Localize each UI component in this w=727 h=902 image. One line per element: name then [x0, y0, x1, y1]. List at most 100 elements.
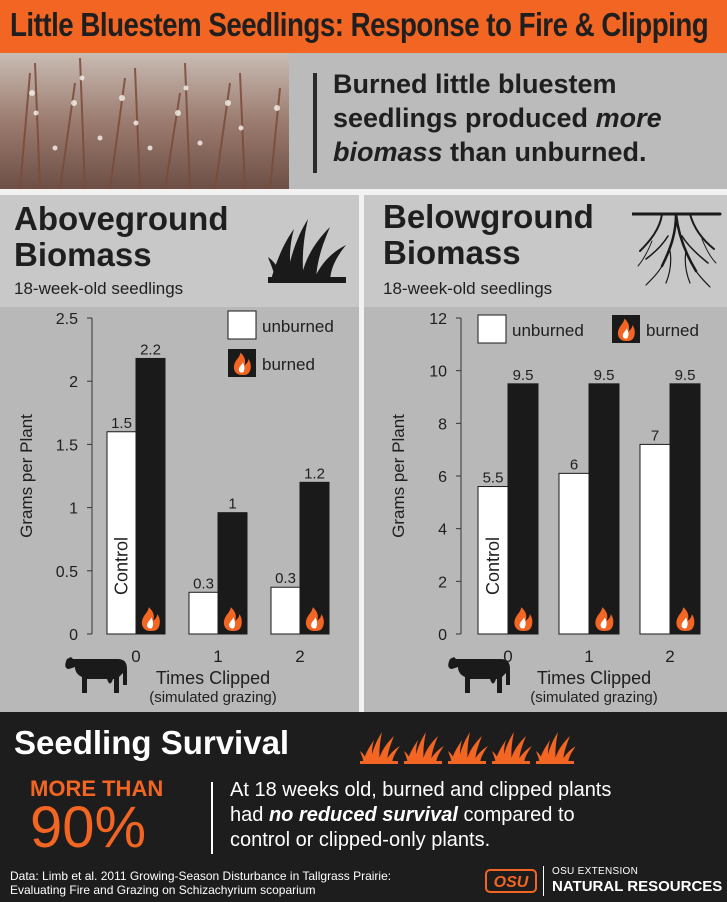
- data-label-unburned: 5.5: [483, 470, 504, 487]
- data-label-burned: 9.5: [675, 367, 696, 384]
- bar-unburned: [106, 431, 137, 635]
- more-than-label: MORE THAN: [30, 776, 164, 801]
- survival-line-3: control or clipped-only plants.: [230, 829, 491, 851]
- aboveground-subtitle: 18-week-old seedlings: [14, 279, 184, 298]
- data-label-unburned: 1.5: [111, 415, 132, 432]
- survival-rule: [211, 782, 213, 854]
- aboveground-title-line-2: Biomass: [14, 236, 152, 273]
- grass-icon: [492, 732, 532, 764]
- x-axis-label: Times Clipped: [156, 668, 270, 688]
- bar-burned: [135, 357, 166, 635]
- survival-line-2: had no reduced survival compared to: [230, 803, 611, 828]
- legend-label-burned: burned: [646, 321, 699, 340]
- x-tick-label: 2: [665, 647, 674, 666]
- x-axis-sublabel: (simulated grazing): [530, 689, 658, 706]
- grass-row-icons: [360, 732, 575, 764]
- citation-line-2: Evaluating Fire and Grazing on Schizachy…: [10, 883, 316, 897]
- roots-icon: [632, 212, 722, 288]
- page-title: Little Bluestem Seedlings: Response to F…: [10, 6, 709, 43]
- legend-label-unburned: unburned: [262, 317, 334, 336]
- osu-logo: OSU: [485, 869, 537, 893]
- legend-swatch-unburned: [477, 314, 507, 344]
- bar-unburned: [558, 472, 590, 635]
- y-tick-label: 4: [438, 522, 447, 539]
- flame-icon: [676, 607, 695, 631]
- osu-extension-label: OSU EXTENSION: [552, 866, 639, 877]
- footer-divider: [543, 866, 544, 896]
- title-bar: Little Bluestem Seedlings: Response to F…: [0, 0, 727, 53]
- y-tick-label: 2: [438, 574, 447, 591]
- bar-unburned: [270, 586, 301, 635]
- x-tick-label: 0: [131, 647, 140, 666]
- flame-icon: [305, 607, 324, 631]
- data-label-unburned: 0.3: [275, 570, 296, 587]
- osu-logo-text: OSU: [494, 874, 529, 891]
- cow-icon: [448, 657, 510, 693]
- survival-percent: 90%: [30, 795, 147, 860]
- legend-flame-icon: [233, 352, 251, 375]
- control-label: Control: [483, 537, 503, 595]
- flame-icon: [595, 607, 614, 631]
- bar-burned: [507, 383, 539, 635]
- data-label-burned: 1: [228, 496, 236, 513]
- belowground-title: Belowground Biomass: [383, 199, 594, 271]
- headline-line-1: Burned little bluestem: [333, 69, 617, 99]
- headline-line-3-text: than unburned.: [442, 137, 647, 167]
- x-axis-label: Times Clipped: [537, 668, 651, 688]
- y-tick-label: 0.5: [56, 564, 78, 581]
- grass-icon: [536, 732, 575, 764]
- survival-section: Seedling Survival MORE THAN 90% At 18 we…: [0, 712, 727, 860]
- bluestem-photo: [0, 53, 289, 189]
- x-tick-label: 1: [213, 647, 222, 666]
- aboveground-panel: Aboveground Biomass 18-week-old seedling…: [0, 195, 359, 712]
- x-tick-label: 0: [503, 647, 512, 666]
- bar-burned: [588, 383, 620, 635]
- legend-label-burned: burned: [262, 355, 315, 374]
- grass-icon: [268, 219, 346, 283]
- citation-line-1: Data: Limb et al. 2011 Growing-Season Di…: [10, 869, 392, 883]
- citation: Data: Limb et al. 2011 Growing-Season Di…: [10, 869, 391, 897]
- y-tick-label: 0: [438, 627, 447, 644]
- belowground-subtitle: 18-week-old seedlings: [383, 279, 553, 298]
- survival-line-1: At 18 weeks old, burned and clipped plan…: [230, 779, 612, 801]
- bar-burned: [299, 481, 330, 635]
- survival-emphasis: no reduced survival: [268, 804, 458, 826]
- footer: Data: Limb et al. 2011 Growing-Season Di…: [0, 860, 727, 902]
- y-tick-label: 10: [429, 364, 447, 381]
- aboveground-title-line-1: Aboveground: [14, 200, 229, 237]
- y-tick-label: 2: [69, 374, 78, 391]
- data-label-unburned: 6: [570, 456, 578, 473]
- control-label: Control: [112, 537, 132, 595]
- bar-burned: [669, 383, 701, 635]
- headline-line-3: biomass than unburned.: [333, 135, 662, 169]
- belowground-title-line-1: Belowground: [383, 198, 594, 235]
- flame-icon: [223, 607, 242, 631]
- x-tick-label: 1: [584, 647, 593, 666]
- belowground-panel: Belowground Biomass 18-week-old seedling…: [364, 195, 727, 712]
- x-axis-sublabel: (simulated grazing): [149, 689, 277, 706]
- y-tick-label: 8: [438, 416, 447, 433]
- y-tick-label: 12: [429, 311, 447, 328]
- headline: Burned little bluestem seedlings produce…: [333, 67, 662, 169]
- x-tick-label: 2: [295, 647, 304, 666]
- data-label-burned: 1.2: [304, 465, 325, 482]
- survival-line-2-pre: had: [230, 804, 269, 826]
- y-tick-label: 0: [69, 627, 78, 644]
- legend-label-unburned: unburned: [512, 321, 584, 340]
- y-tick-label: 1: [69, 501, 78, 518]
- natural-resources-label: NATURAL RESOURCES: [552, 878, 723, 895]
- belowground-chart: 0 2 4 6 8 10 12 Grams per Plant 5.5 9.5 0 6 9.5 1 7 9.5…: [389, 311, 701, 706]
- headline-emphasis-more: more: [595, 103, 662, 133]
- data-label-burned: 9.5: [513, 367, 534, 384]
- legend-flame-icon: [617, 318, 635, 341]
- grass-icon: [404, 732, 444, 764]
- survival-line-2-post: compared to: [457, 804, 575, 826]
- y-tick-label: 1.5: [56, 437, 78, 454]
- cow-icon: [65, 657, 127, 693]
- aboveground-chart-area: 0 0.5 1 1.5 2 2.5 Grams per Plant 1.5 2.2 0 0.3 1 1 0…: [0, 307, 359, 712]
- y-tick-label: 2.5: [56, 311, 78, 328]
- data-label-unburned: 0.3: [193, 575, 214, 592]
- grass-icon: [448, 732, 488, 764]
- bar-unburned: [639, 443, 671, 635]
